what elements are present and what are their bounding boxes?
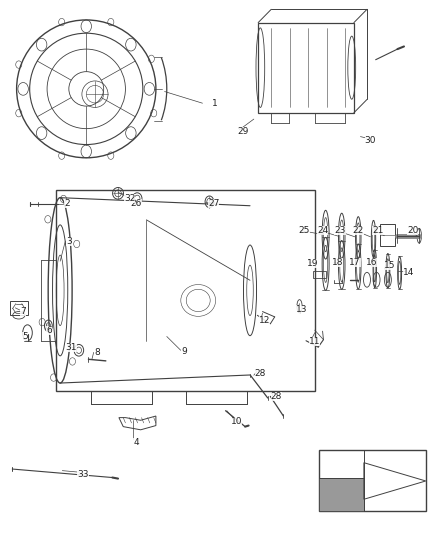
Text: 8: 8 (94, 348, 100, 357)
Text: 19: 19 (307, 260, 318, 268)
Text: 3: 3 (66, 237, 72, 246)
Text: 27: 27 (208, 199, 219, 208)
Text: 2: 2 (64, 199, 70, 208)
Text: 5: 5 (22, 332, 28, 341)
Text: 12: 12 (259, 316, 270, 325)
Text: 10: 10 (231, 417, 242, 426)
Text: 15: 15 (384, 261, 396, 270)
Text: 21: 21 (372, 226, 384, 235)
Text: 11: 11 (309, 337, 321, 346)
Text: 33: 33 (78, 470, 89, 479)
Text: 28: 28 (254, 369, 266, 378)
Text: 14: 14 (403, 268, 414, 277)
Text: 6: 6 (46, 326, 52, 335)
Text: 17: 17 (349, 258, 360, 266)
Text: 9: 9 (181, 347, 187, 356)
Text: 1: 1 (212, 99, 218, 108)
Text: 4: 4 (134, 438, 139, 447)
Text: 28: 28 (271, 392, 282, 401)
Text: 13: 13 (296, 305, 307, 314)
Text: 30: 30 (365, 136, 376, 145)
Text: 25: 25 (298, 226, 310, 235)
Text: 24: 24 (317, 226, 328, 235)
Text: 16: 16 (367, 258, 378, 266)
Text: 31: 31 (65, 343, 77, 352)
Polygon shape (319, 478, 364, 512)
Text: 20: 20 (407, 226, 418, 235)
Text: 7: 7 (20, 307, 26, 316)
Text: 23: 23 (334, 226, 346, 235)
Text: 22: 22 (353, 226, 364, 235)
Text: 26: 26 (131, 199, 142, 208)
Text: 29: 29 (237, 127, 249, 136)
Text: 18: 18 (332, 258, 343, 266)
Text: 32: 32 (124, 194, 135, 203)
